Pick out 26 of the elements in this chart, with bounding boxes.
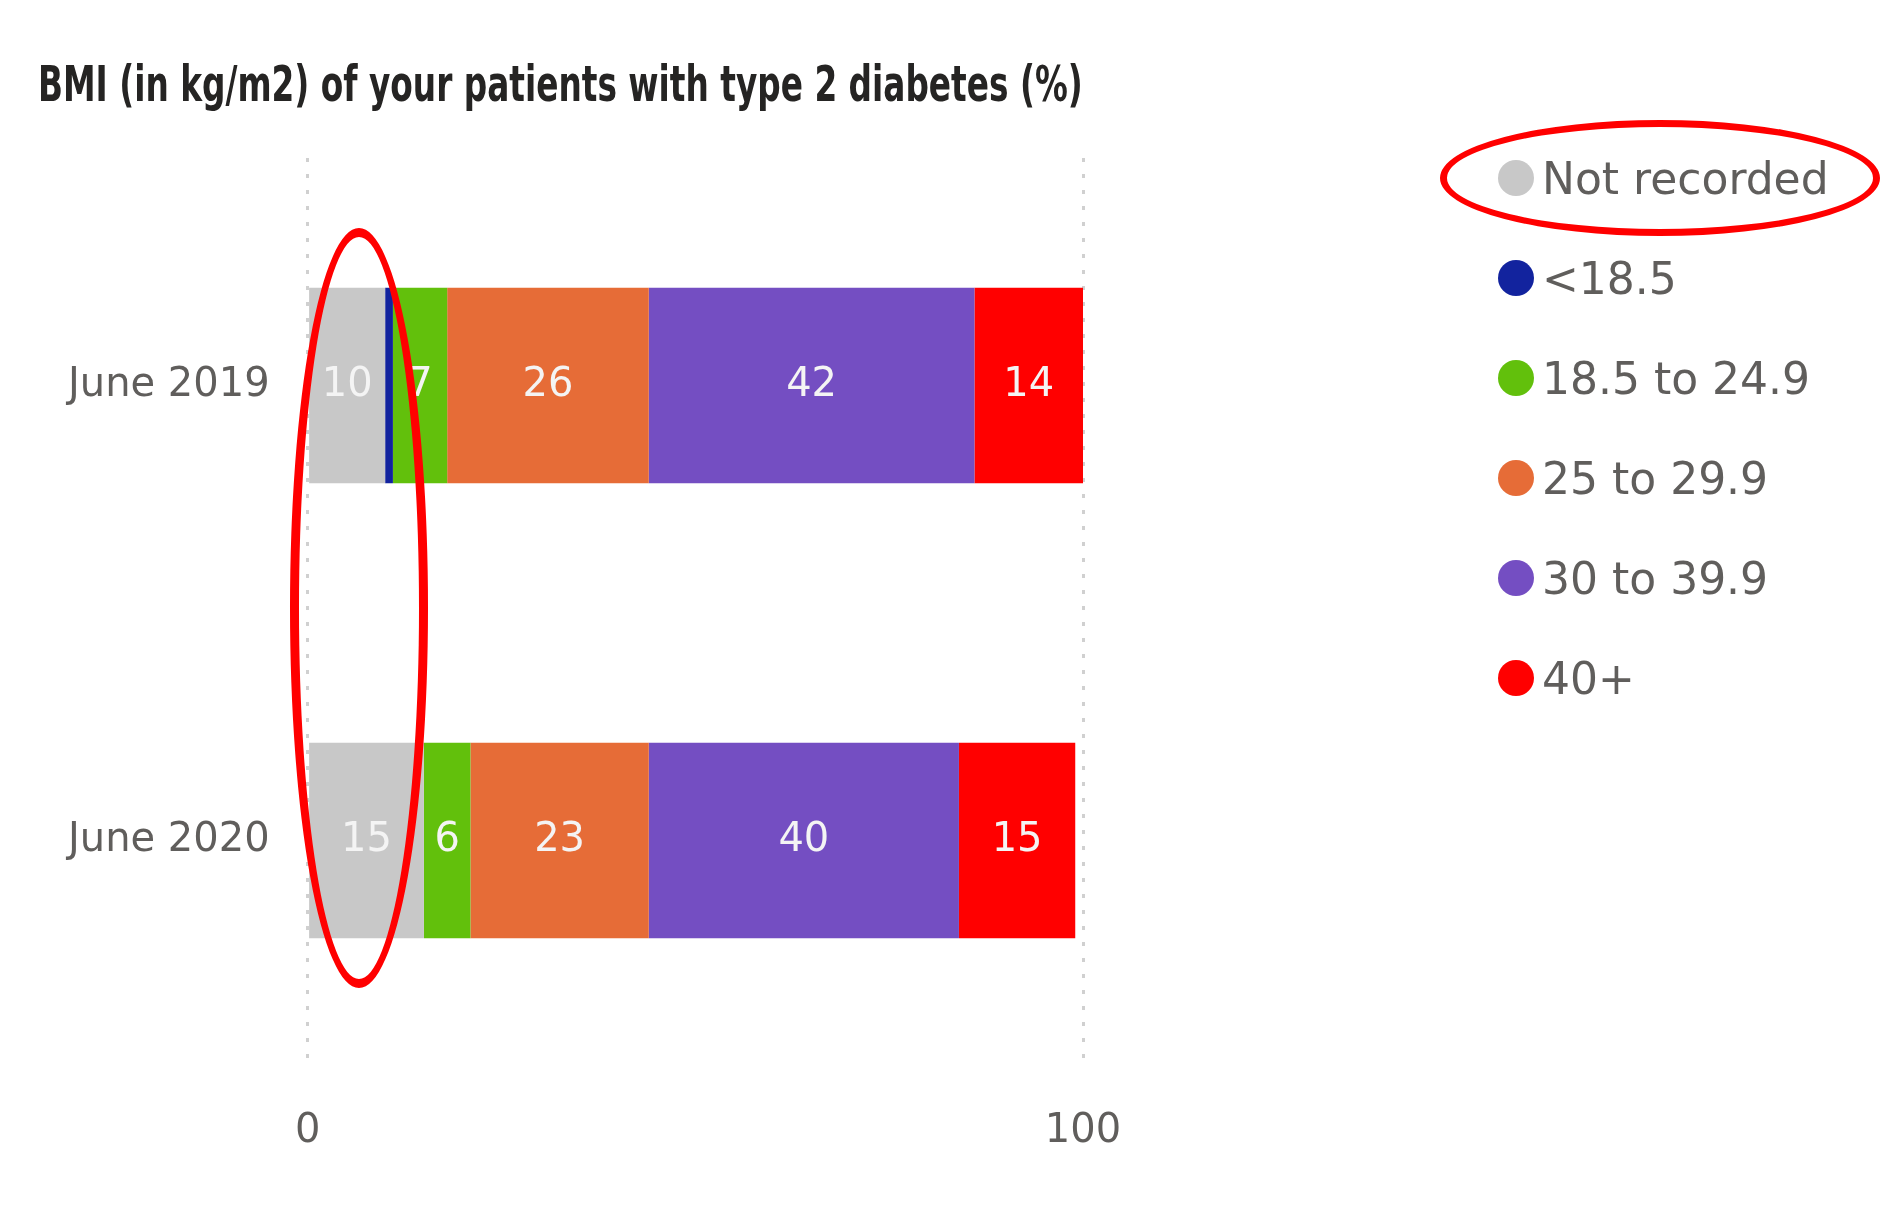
bar — [974, 287, 1083, 484]
chart-title: BMI (in kg/m2) of your patients with type 2 diabetes (%) — [38, 54, 1083, 113]
legend-label: 40+ — [1542, 652, 1635, 704]
x-tick-label: 0 — [294, 1105, 321, 1152]
legend-label: 25 to 29.9 — [1542, 452, 1769, 504]
bar — [648, 287, 975, 484]
legend-label: 30 to 39.9 — [1542, 552, 1769, 604]
y-tick-label: June 2019 — [65, 358, 270, 405]
data-label: 23 — [534, 813, 586, 860]
legend-label: <18.5 — [1542, 252, 1677, 304]
data-label: 14 — [1003, 358, 1055, 405]
data-label: 40 — [778, 813, 830, 860]
x-tick-label: 100 — [1044, 1105, 1122, 1152]
y-tick-label: June 2020 — [65, 813, 270, 860]
legend-label: 18.5 to 24.9 — [1542, 352, 1811, 404]
bar — [385, 287, 393, 484]
data-label: 42 — [786, 358, 838, 405]
data-label: 6 — [434, 813, 460, 860]
bar — [648, 742, 959, 939]
bar — [447, 287, 649, 484]
data-label: 26 — [522, 358, 574, 405]
data-label: 15 — [991, 813, 1043, 860]
legend-label: Not recorded — [1542, 152, 1829, 204]
bar — [470, 742, 649, 939]
bar — [423, 742, 471, 939]
bar — [958, 742, 1076, 939]
